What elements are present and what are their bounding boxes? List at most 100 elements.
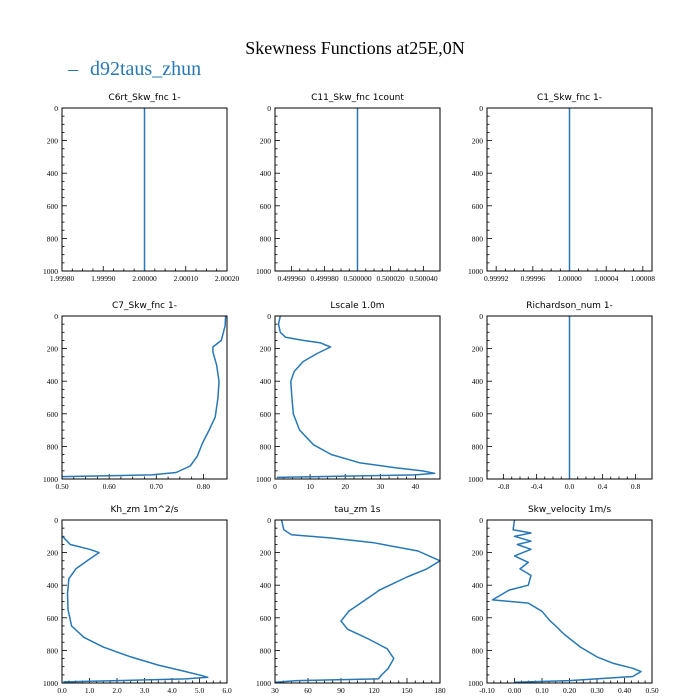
x-tick-label: 0.0 bbox=[565, 482, 575, 491]
x-tick-label: 0 bbox=[273, 482, 277, 491]
panel-title: C11_Skw_fnc 1count bbox=[311, 93, 404, 103]
y-tick-label: 200 bbox=[260, 137, 272, 146]
plot-frame bbox=[486, 315, 653, 480]
x-tick-label: 0.499960 bbox=[277, 274, 305, 283]
panel-2: C11_Skw_fnc 1count 0 200 400 600 800 1000 0.499… bbox=[256, 93, 441, 283]
x-tick-label: 1.0 bbox=[85, 686, 95, 695]
x-tick-label: 0.500020 bbox=[376, 274, 404, 283]
x-tick-label: 0.60 bbox=[103, 482, 116, 491]
x-tick-label: 30 bbox=[377, 482, 385, 491]
y-tick-label: 0 bbox=[54, 104, 58, 113]
x-tick-label: 180 bbox=[434, 686, 446, 695]
y-tick-label: 600 bbox=[260, 410, 272, 419]
x-tick-label: 6.0 bbox=[222, 686, 232, 695]
plot-frame bbox=[486, 107, 653, 272]
figure-title: Skewness Functions at25E,0N bbox=[245, 38, 465, 58]
x-tick-label: 0.00 bbox=[508, 686, 521, 695]
x-tick-label: 0.500000 bbox=[343, 274, 371, 283]
y-tick-label: 1000 bbox=[256, 679, 271, 688]
x-tick-label: 5.0 bbox=[195, 686, 205, 695]
x-tick-label: 20 bbox=[341, 482, 349, 491]
panel-title: Richardson_num 1- bbox=[526, 301, 613, 311]
x-tick-label: 30 bbox=[271, 686, 279, 695]
y-tick-label: 0 bbox=[54, 312, 58, 321]
y-tick-label: 400 bbox=[47, 169, 59, 178]
x-tick-label: 1.00008 bbox=[631, 274, 656, 283]
y-tick-label: 400 bbox=[260, 377, 272, 386]
panel-title: C7_Skw_fnc 1- bbox=[112, 301, 177, 311]
x-tick-label: 2.00020 bbox=[215, 274, 240, 283]
x-tick-label: 0.0 bbox=[57, 686, 67, 695]
y-tick-label: 200 bbox=[47, 549, 59, 558]
y-tick-label: 800 bbox=[260, 646, 272, 655]
plot-frame bbox=[486, 519, 653, 684]
plot-frame bbox=[61, 315, 228, 480]
panel-title: Kh_zm 1m^2/s bbox=[111, 505, 179, 515]
y-tick-label: 400 bbox=[47, 581, 59, 590]
x-tick-label: 2.00010 bbox=[174, 274, 199, 283]
y-tick-label: 1000 bbox=[468, 679, 483, 688]
y-tick-label: 1000 bbox=[43, 679, 58, 688]
x-tick-label: 150 bbox=[401, 686, 413, 695]
y-tick-label: 0 bbox=[479, 516, 483, 525]
y-tick-label: 400 bbox=[472, 581, 484, 590]
y-tick-label: 800 bbox=[47, 442, 59, 451]
y-tick-label: 1000 bbox=[256, 475, 271, 484]
y-tick-label: 200 bbox=[472, 549, 484, 558]
panel-title: C6rt_Skw_fnc 1- bbox=[108, 93, 180, 103]
y-tick-label: 400 bbox=[472, 169, 484, 178]
y-tick-label: 1000 bbox=[43, 267, 58, 276]
y-tick-label: 0 bbox=[479, 312, 483, 321]
x-tick-label: 60 bbox=[304, 686, 312, 695]
y-tick-label: 600 bbox=[260, 202, 272, 211]
x-tick-label: 0.50 bbox=[55, 482, 68, 491]
legend: – d92taus_zhun bbox=[67, 58, 201, 80]
y-tick-label: 600 bbox=[472, 614, 484, 623]
y-tick-label: 0 bbox=[479, 104, 483, 113]
x-tick-label: 2.00000 bbox=[132, 274, 157, 283]
y-tick-label: 800 bbox=[260, 442, 272, 451]
x-tick-label: 1.00000 bbox=[557, 274, 582, 283]
panel-title: Lscale 1.0m bbox=[330, 301, 384, 311]
y-tick-label: 800 bbox=[472, 442, 484, 451]
x-tick-label: 0.10 bbox=[535, 686, 548, 695]
x-tick-label: 0.40 bbox=[618, 686, 631, 695]
x-tick-label: 3.0 bbox=[140, 686, 150, 695]
series-line bbox=[274, 519, 441, 683]
x-tick-label: 0.8 bbox=[631, 482, 641, 491]
x-tick-label: 0.99992 bbox=[484, 274, 509, 283]
x-tick-label: 0.20 bbox=[563, 686, 576, 695]
series-line bbox=[491, 519, 642, 683]
series-line bbox=[276, 315, 436, 479]
y-tick-label: 0 bbox=[267, 104, 271, 113]
y-tick-label: 600 bbox=[260, 614, 272, 623]
y-tick-label: 200 bbox=[472, 137, 484, 146]
y-tick-label: 200 bbox=[260, 549, 272, 558]
x-tick-label: 0.70 bbox=[150, 482, 163, 491]
y-tick-label: 400 bbox=[472, 377, 484, 386]
panel-title: Skw_velocity 1m/s bbox=[528, 505, 611, 515]
panel-9: Skw_velocity 1m/s 0 200 400 600 800 1000-0.10 0… bbox=[468, 505, 659, 695]
y-tick-label: 200 bbox=[472, 345, 484, 354]
x-tick-label: 0.80 bbox=[197, 482, 210, 491]
y-tick-label: 600 bbox=[47, 410, 59, 419]
plot-frame bbox=[61, 519, 228, 684]
y-tick-label: 0 bbox=[54, 516, 58, 525]
plot-frame bbox=[274, 107, 441, 272]
y-tick-label: 1000 bbox=[43, 475, 58, 484]
x-tick-label: 4.0 bbox=[167, 686, 177, 695]
x-tick-label: 0.500040 bbox=[409, 274, 437, 283]
series-line bbox=[61, 315, 227, 478]
x-tick-label: 0.99996 bbox=[521, 274, 546, 283]
y-tick-label: 600 bbox=[47, 202, 59, 211]
panel-6: Richardson_num 1- 0 200 400 600 800 1000 -0.8 -0… bbox=[468, 301, 653, 491]
panel-title: C1_Skw_fnc 1- bbox=[537, 93, 602, 103]
x-tick-label: -0.10 bbox=[479, 686, 495, 695]
